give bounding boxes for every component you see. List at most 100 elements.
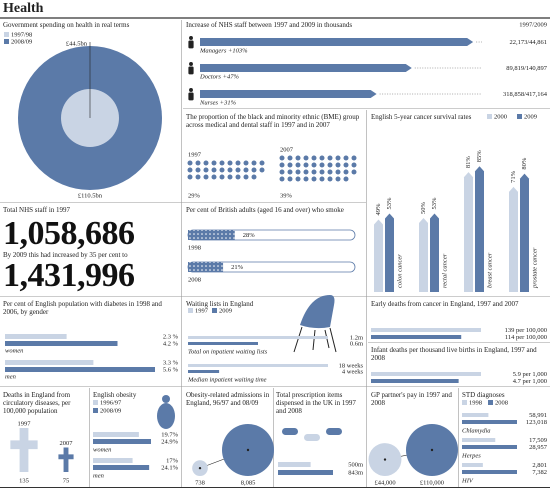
category-label: rectal cancer — [441, 253, 448, 288]
dot — [227, 160, 233, 166]
bar — [200, 38, 474, 46]
dot — [295, 155, 301, 161]
group-label: 2007 — [60, 440, 74, 447]
big-number: 1,431,996 — [3, 257, 135, 294]
legend-label: 2008/09 — [100, 407, 121, 414]
icon — [300, 295, 335, 329]
legend-label: 2009 — [524, 113, 537, 120]
bar — [188, 342, 258, 345]
dot — [279, 162, 285, 168]
value-label: 135 — [19, 477, 29, 484]
bar — [385, 213, 394, 292]
value-label: 4 weeks — [342, 368, 364, 375]
dot — [287, 155, 293, 161]
icon — [189, 36, 193, 40]
icon — [304, 434, 320, 441]
group-label: 1998 — [188, 244, 201, 251]
bar — [93, 432, 139, 437]
dot — [295, 169, 301, 175]
row-label: Managers +103% — [199, 47, 248, 54]
value-label: 0.6m — [350, 340, 363, 347]
dot — [311, 155, 317, 161]
group-label: 2007 — [280, 146, 294, 153]
legend-swatch — [188, 308, 193, 313]
bar — [5, 360, 94, 365]
value-label: 17% — [166, 457, 179, 464]
bubble-center — [198, 466, 202, 470]
bar — [93, 465, 150, 470]
dot — [327, 176, 333, 182]
dot — [295, 176, 301, 182]
dot — [287, 162, 293, 168]
value-label: 3.3 % — [163, 359, 179, 366]
dot — [303, 169, 309, 175]
big-number: 1,058,686 — [3, 215, 135, 252]
value-label: 7,382 — [532, 469, 547, 476]
legend-swatch — [4, 39, 9, 44]
dot — [227, 167, 233, 173]
bar — [464, 172, 473, 292]
dot — [187, 167, 193, 173]
legend-label: 1998 — [469, 399, 482, 406]
dot — [251, 160, 257, 166]
value-label: 81% — [465, 156, 472, 169]
dot — [195, 160, 201, 166]
bar — [430, 213, 439, 292]
icon — [293, 326, 337, 353]
dot — [259, 167, 265, 173]
value-label: 843m — [348, 469, 363, 476]
dot — [195, 174, 201, 180]
value-label: 738 — [195, 479, 205, 486]
group-label: Chlamydia — [462, 427, 491, 434]
dot — [327, 162, 333, 168]
category-label: colon cancer — [396, 254, 403, 288]
dot — [303, 162, 309, 168]
dot — [311, 169, 317, 175]
bar — [188, 370, 220, 373]
bar — [371, 328, 481, 332]
dot — [251, 174, 257, 180]
bar — [371, 379, 459, 383]
legend-label: 2009 — [219, 307, 232, 314]
dot-group — [279, 155, 357, 182]
row-label: Doctors +47% — [199, 73, 239, 80]
dot — [219, 167, 225, 173]
cross — [58, 447, 74, 472]
value-label: 4.7 per 1,000 — [513, 378, 547, 385]
dot-group — [187, 160, 265, 180]
value-label: 18 weeks — [339, 362, 364, 369]
panel-title: Early deaths from cancer in England, 199… — [371, 300, 519, 308]
value-label: £110.5bn — [78, 192, 103, 199]
value-label: 85% — [476, 150, 483, 163]
dot — [251, 167, 257, 173]
panel-title: Total prescription items dispensed in th… — [276, 391, 356, 415]
legend-label: 2008/09 — [11, 38, 32, 45]
dot — [211, 174, 217, 180]
group-label: men — [5, 373, 16, 380]
dot — [327, 169, 333, 175]
dot — [279, 169, 285, 175]
icon — [188, 40, 194, 49]
dot — [279, 176, 285, 182]
group-label: women — [93, 446, 111, 453]
value-label: 49% — [375, 203, 382, 216]
bubble-center — [246, 448, 250, 452]
dot — [319, 155, 325, 161]
value-label: 80% — [521, 157, 528, 170]
dot — [287, 169, 293, 175]
legend-label: 2008 — [495, 399, 508, 406]
bar — [462, 420, 517, 424]
icon — [189, 62, 193, 66]
dot — [219, 174, 225, 180]
icon — [188, 66, 194, 75]
bar — [419, 218, 428, 292]
bar — [5, 341, 118, 346]
bar — [374, 219, 383, 292]
legend-swatch — [4, 32, 9, 37]
bar — [509, 186, 518, 292]
value-label: 19.7% — [161, 431, 178, 438]
bar — [5, 334, 67, 339]
group-label: HIV — [461, 477, 474, 484]
dot — [303, 155, 309, 161]
